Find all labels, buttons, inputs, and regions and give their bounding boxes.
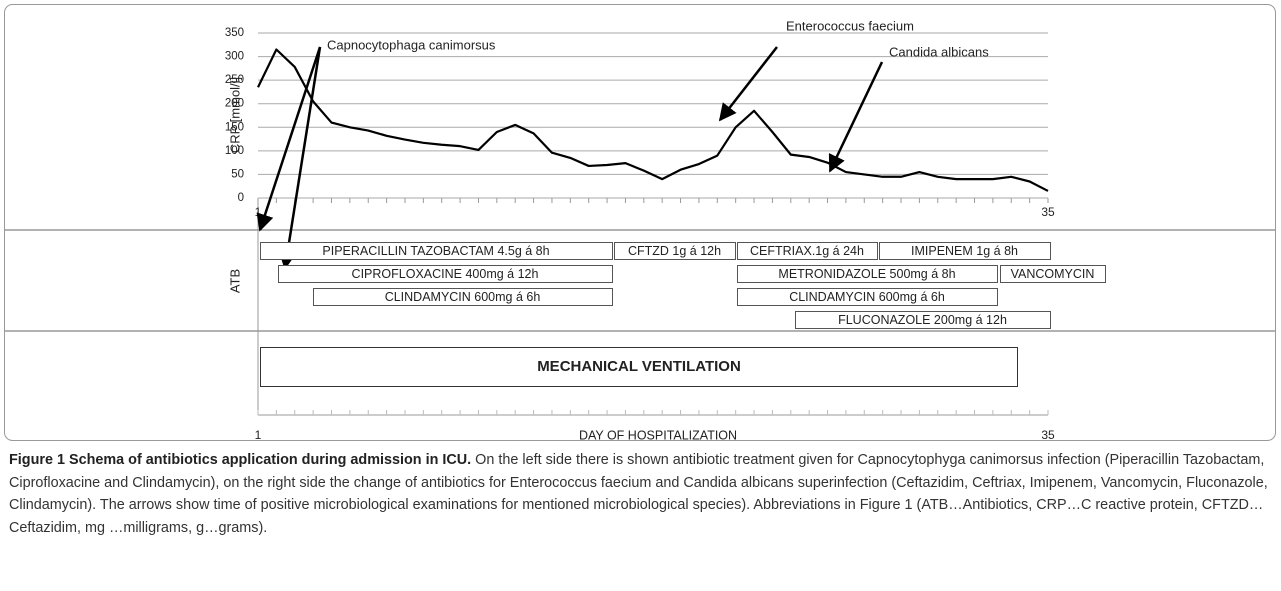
y-tick-label: 50 — [231, 168, 244, 180]
treatment-box — [614, 242, 736, 260]
treatment-label: VANCOMYCIN — [1011, 267, 1095, 281]
y-tick-label: 0 — [238, 192, 244, 204]
annotation: Enterococcus faecium — [786, 18, 914, 33]
caption-text: On the left side there is shown antibiot… — [9, 452, 1268, 536]
treatment-label: CLINDAMYCIN 600mg á 6h — [385, 290, 541, 304]
arrow — [828, 61, 884, 173]
atb-label: ATB — [227, 269, 242, 293]
frame — [4, 4, 1276, 441]
crp-line — [257, 48, 1049, 192]
arrow — [278, 46, 322, 270]
y-tick-label: 350 — [225, 27, 244, 39]
treatment-box — [313, 288, 613, 306]
treatment-box — [1000, 265, 1106, 283]
treatment-label: FLUCONAZOLE 200mg á 12h — [838, 313, 1007, 327]
treatment-box — [737, 265, 998, 283]
y-tick-label: 200 — [225, 98, 244, 110]
treatment-box — [737, 242, 878, 260]
arrow — [256, 46, 322, 232]
arrow — [718, 46, 778, 122]
y-axis-label: CRP [mmol/l] — [227, 77, 242, 153]
treatment-box — [278, 265, 613, 283]
figure: CRP [mmol/l] ATB 1 35 DAY OF HOSPITALIZA… — [4, 4, 1276, 442]
treatment-box — [795, 311, 1051, 329]
treatment-label: PIPERACILLIN TAZOBACTAM 4.5g á 8h — [322, 244, 549, 258]
timeline-label: DAY OF HOSPITALIZATION — [579, 428, 737, 442]
treatment-label: CLINDAMYCIN 600mg á 6h — [789, 290, 945, 304]
treatment-box — [737, 288, 998, 306]
treatment-label: CEFTRIAX.1g á 24h — [750, 244, 864, 258]
x-tick-label: 35 — [1041, 205, 1055, 219]
ventilation-label: MECHANICAL VENTILATION — [537, 358, 741, 375]
annotation: Capnocytophaga canimorsus — [327, 37, 496, 52]
caption: Figure 1 Schema of antibiotics applicati… — [9, 449, 1271, 539]
treatment-label: CFTZD 1g á 12h — [628, 244, 721, 258]
y-tick-label: 100 — [225, 145, 244, 157]
y-tick-label: 150 — [225, 121, 244, 133]
y-tick-label: 300 — [225, 51, 244, 63]
treatment-label: CIPROFLOXACINE 400mg á 12h — [352, 267, 539, 281]
caption-title: Figure 1 Schema of antibiotics applicati… — [9, 452, 472, 468]
annotation: Candida albicans — [889, 44, 989, 59]
treatment-box — [879, 242, 1051, 260]
treatment-box — [260, 242, 613, 260]
ventilation-box — [260, 347, 1018, 387]
treatment-label: METRONIDAZOLE 500mg á 8h — [778, 267, 955, 281]
timeline-end: 35 — [1041, 428, 1055, 442]
treatment-label: IMIPENEM 1g á 8h — [911, 244, 1018, 258]
x-tick-label: 1 — [255, 205, 262, 219]
y-tick-label: 250 — [225, 74, 244, 86]
timeline-start: 1 — [255, 428, 262, 442]
